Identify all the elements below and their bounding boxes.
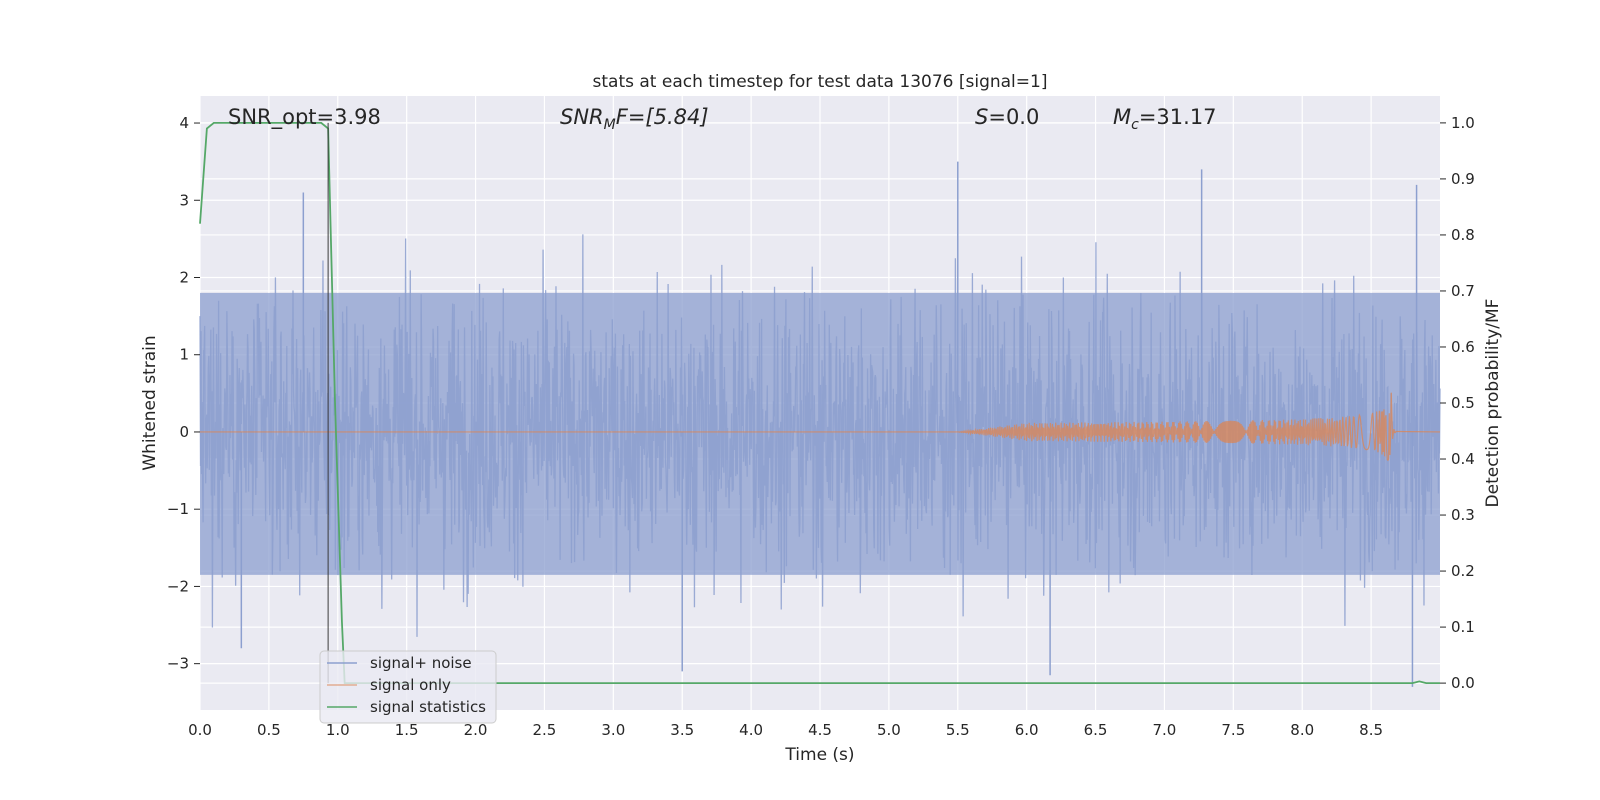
stats-line [199, 121, 1440, 685]
x-tick-label: 1.5 [395, 721, 419, 739]
annotation-mc: Mc=31.17 [1113, 105, 1217, 133]
y2-tick-label: 1.0 [1451, 114, 1475, 132]
annotation-snr-mf-rest: F=[5.84] [616, 105, 709, 129]
legend-box [319, 650, 497, 724]
annotation-mc-sub: c [1131, 117, 1139, 133]
annotation-s-main: S [975, 105, 988, 129]
signal-trace [200, 392, 1441, 462]
x-tick-label: 7.5 [1221, 721, 1245, 739]
annotation-snr-mf-sub: M [604, 117, 616, 133]
annotation-snr-mf-main: SNR [560, 105, 604, 129]
series-signal-only [200, 392, 1441, 462]
x-tick-label: 3.0 [601, 721, 625, 739]
x-tick-label: 4.0 [739, 721, 763, 739]
x-tick-label: 6.5 [1084, 721, 1108, 739]
annotation-mc-rest: =31.17 [1139, 105, 1217, 129]
x-tick-label: 2.0 [464, 721, 488, 739]
x-tick-label: 6.0 [1015, 721, 1039, 739]
series-signal-statistics [199, 121, 1440, 685]
legend-label-signal: signal only [370, 676, 451, 694]
annotation-s-rest: =0.0 [988, 105, 1039, 129]
legend: signal+ noise signal only signal statist… [319, 650, 497, 724]
y2-tick-label: 0.3 [1451, 506, 1475, 524]
y2-tick-label: 0.5 [1451, 394, 1475, 412]
y-tick-label: −2 [167, 577, 189, 595]
x-axis-ticks: 0.0 0.5 1.0 1.5 2.0 2.5 3.0 3.5 4.0 4.5 5.0 5.5 6.0 6… [188, 721, 1383, 739]
y-tick-label: −1 [167, 500, 189, 518]
annotation-s: S=0.0 [975, 105, 1039, 129]
x-tick-label: 1.0 [326, 721, 350, 739]
chart-title: stats at each timestep for test data 130… [593, 72, 1048, 92]
y2-axis-label: Detection probability/MF [1483, 299, 1503, 508]
x-axis-label: Time (s) [784, 745, 854, 765]
y2-tick-label: 0.2 [1451, 562, 1475, 580]
x-tick-label: 0.0 [188, 721, 212, 739]
legend-label-stats: signal statistics [370, 698, 486, 716]
x-tick-label: 0.5 [257, 721, 281, 739]
legend-label-noise: signal+ noise [370, 654, 472, 672]
x-tick-label: 5.5 [946, 721, 970, 739]
y2-tick-label: 0.7 [1451, 282, 1475, 300]
y2-tick-label: 0.0 [1451, 674, 1475, 692]
y2-tick-label: 0.6 [1451, 338, 1475, 356]
y2-axis-ticks: 0.0 0.1 0.2 0.3 0.4 0.5 0.6 0.7 0.8 0.9 1.0 [1440, 114, 1475, 692]
y-tick-label: 4 [179, 114, 189, 132]
x-tick-label: 2.5 [533, 721, 557, 739]
y-tick-label: 3 [179, 191, 189, 209]
y-tick-label: 1 [179, 346, 189, 364]
x-tick-label: 7.0 [1153, 721, 1177, 739]
x-tick-label: 8.0 [1290, 721, 1314, 739]
annotation-snr-mf: SNRMF=[5.84] [560, 105, 709, 133]
x-tick-label: 5.0 [877, 721, 901, 739]
y-tick-label: 0 [179, 423, 189, 441]
y-axis-ticks: −3 −2 −1 0 1 2 3 4 [167, 114, 200, 673]
y2-tick-label: 0.4 [1451, 450, 1475, 468]
x-tick-label: 8.5 [1359, 721, 1383, 739]
y2-tick-label: 0.8 [1451, 226, 1475, 244]
y-axis-label: Whitened strain [140, 335, 160, 470]
x-tick-label: 3.5 [670, 721, 694, 739]
y2-tick-label: 0.9 [1451, 170, 1475, 188]
y-tick-label: 2 [179, 268, 189, 286]
y-tick-label: −3 [167, 655, 189, 673]
y2-tick-label: 0.1 [1451, 618, 1475, 636]
x-tick-label: 4.5 [808, 721, 832, 739]
annotation-snr-opt: SNR_opt=3.98 [228, 105, 381, 130]
annotation-mc-main: M [1113, 105, 1131, 129]
